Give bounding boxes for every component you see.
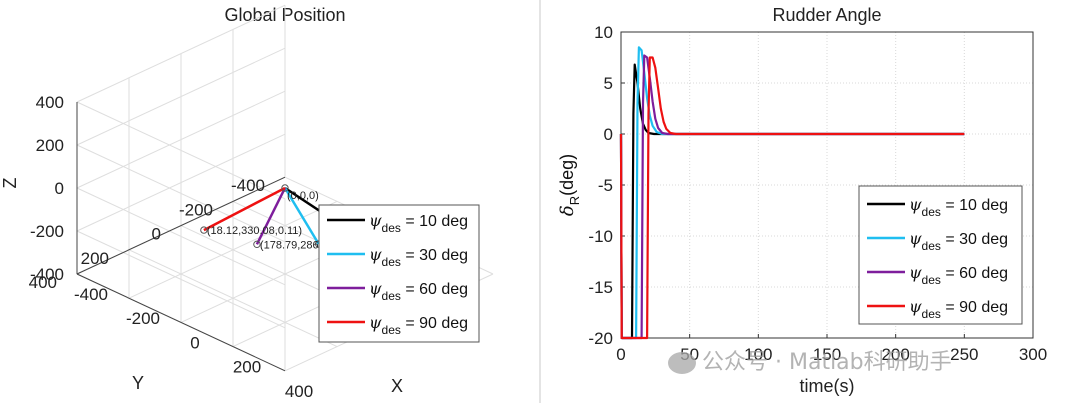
- y-tick-label-2: 0: [604, 125, 613, 144]
- origin-marker: [281, 184, 289, 192]
- wall-grid-z-ywall: [76, 144, 286, 243]
- x-tick-label-2: 100: [744, 345, 772, 364]
- z-tick-label-4: 400: [36, 93, 64, 112]
- wechat-logo-icon: [668, 352, 696, 374]
- chart-title: Rudder Angle: [772, 5, 881, 25]
- y-tick-label-0: 10: [594, 23, 613, 42]
- y-tick-label-4: -10: [588, 227, 613, 246]
- wall-grid-z-xwall: [76, 47, 286, 146]
- origin-label: (0,0,0): [287, 190, 319, 202]
- z-tick-label-0: -400: [30, 265, 64, 284]
- y-axis-line: [76, 176, 286, 275]
- x-tick-label-6: 300: [1019, 345, 1047, 364]
- wall-grid-z-xwall: [76, 4, 286, 103]
- x-tick-label-2: 0: [190, 333, 199, 352]
- y-tick-label-1: 5: [604, 74, 613, 93]
- figure-divider: [539, 0, 541, 403]
- trajectory-line-2: [255, 187, 287, 245]
- z-tick-label-2: 0: [55, 179, 64, 198]
- series-line-3: [619, 56, 965, 340]
- x-tick-label-4: 200: [881, 345, 909, 364]
- y-tick-label-1: -200: [179, 200, 213, 219]
- x-axis-label: X: [391, 376, 403, 396]
- rudder-angle-chart: Rudder Angle0501001502002503001050-5-10-…: [557, 5, 1047, 396]
- x-tick-label-0: -400: [74, 285, 108, 304]
- global-position-chart: Global Position-400-2000200400-400-20002…: [0, 4, 494, 401]
- endpoint-marker-3: [200, 226, 208, 234]
- rudder-angle-figure: Rudder Angle0501001502002503001050-5-10-…: [541, 0, 1080, 403]
- legend-label-0: ψdes = 10 deg: [909, 195, 1008, 219]
- global-position-figure: Global Position -400 -200 0 200 400 -400 -200 0 2…: [0, 0, 540, 403]
- x-axis-label: time(s): [800, 376, 855, 396]
- y-tick-label-4: 400: [29, 273, 57, 292]
- y-tick-label-3: 200: [81, 249, 109, 268]
- y-tick-label-3: -5: [598, 176, 613, 195]
- endpoint-label-3: (18.12,330.08,0.11): [207, 225, 302, 237]
- endpoint-marker-2: [253, 240, 261, 249]
- legend-label-1: ψdes = 30 deg: [909, 229, 1008, 253]
- trajectory-line-1: [283, 187, 320, 245]
- legend-label-2: ψdes = 60 deg: [909, 263, 1008, 287]
- legend-label-1: ψdes = 30 deg: [369, 245, 468, 269]
- watermark-text: 公众号 · Matlab科研助手: [702, 350, 952, 375]
- z-tick-label-1: -200: [30, 222, 64, 241]
- x-tick-label-5: 250: [950, 345, 978, 364]
- trajectory-line-3: [203, 186, 286, 232]
- y-tick-label-2: 0: [152, 225, 161, 244]
- x-tick-label-3: 150: [813, 345, 841, 364]
- x-tick-label-0: 0: [616, 345, 625, 364]
- x-tick-label-4: 400: [285, 382, 313, 401]
- legend-label-0: ψdes = 10 deg: [369, 211, 468, 235]
- x-tick-label-3: 200: [233, 358, 261, 377]
- legend-label-3: ψdes = 90 deg: [909, 297, 1008, 321]
- legend-label-3: ψdes = 90 deg: [369, 313, 468, 337]
- x-axis-line: [76, 273, 286, 372]
- z-tick-label-3: 200: [36, 136, 64, 155]
- wall-grid-z-ywall: [76, 101, 286, 200]
- legend-label-2: ψdes = 60 deg: [369, 279, 468, 303]
- y-tick-label-0: -400: [231, 176, 265, 195]
- z-axis-label: Z: [0, 178, 20, 189]
- legend-box: [318, 204, 480, 343]
- x-tick-label-1: -200: [126, 309, 160, 328]
- legend-box: [858, 185, 1023, 325]
- y-axis-label: δR(deg): [557, 154, 582, 216]
- y-tick-label-6: -20: [588, 329, 613, 348]
- y-tick-label-5: -15: [588, 278, 613, 297]
- watermark: 公众号 · Matlab科研助手: [668, 344, 952, 376]
- y-axis-label: Y: [132, 373, 144, 393]
